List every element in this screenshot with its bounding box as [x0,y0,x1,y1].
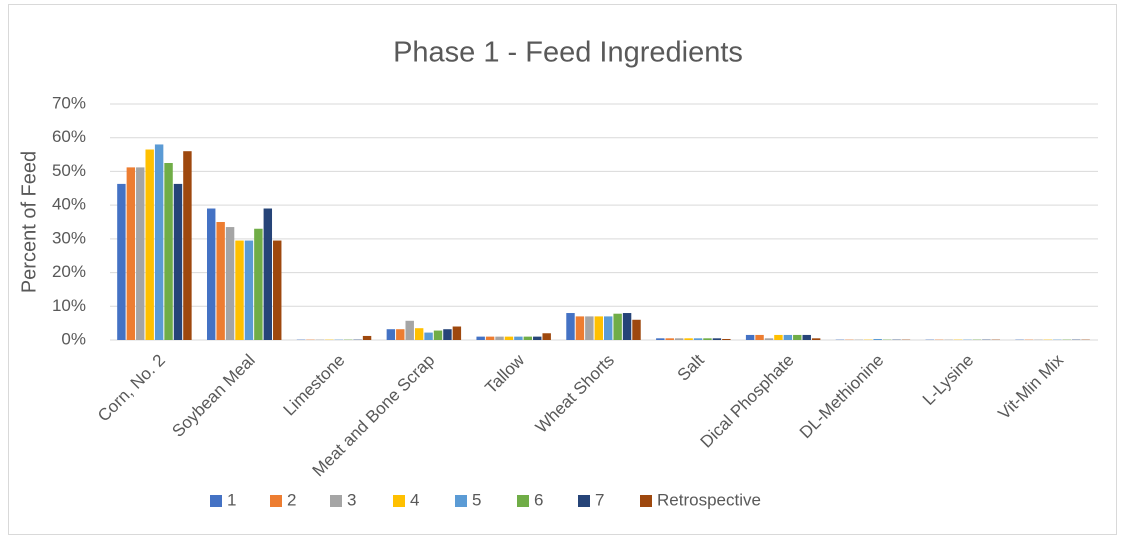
legend-label: 3 [347,490,356,509]
bar [802,334,811,340]
bar [126,167,136,340]
chart-border [8,4,1117,535]
bar [396,329,405,340]
legend-label: 1 [227,490,236,509]
bar [523,336,533,340]
legend-swatch [517,495,529,507]
y-tick-label: 10% [52,296,86,315]
bar [755,334,764,340]
bar [173,183,183,340]
bar [783,334,793,340]
bar [145,149,154,340]
legend-swatch [393,495,405,507]
y-tick-label: 20% [52,262,86,281]
legend-swatch [210,495,222,507]
bar [594,316,603,340]
legend-label: 5 [472,490,481,509]
bar [254,228,263,340]
bar [665,338,674,340]
legend-label: 2 [287,490,296,509]
chart-title: Phase 1 - Feed Ingredients [393,37,743,69]
bar [674,338,684,340]
bar [684,338,693,340]
y-axis-label: Percent of Feed [18,151,40,293]
bar [207,208,216,340]
bar [712,338,722,340]
bar [613,313,622,340]
bar [154,144,164,340]
bar [745,334,755,340]
bar [774,334,783,340]
bar [362,335,372,340]
legend-label: 4 [410,490,419,509]
legend-swatch [455,495,467,507]
bar [585,316,594,340]
bar [117,183,126,340]
bar [656,338,665,340]
bar [566,313,575,340]
bar [873,338,882,340]
bar [136,167,145,340]
bar [504,336,514,340]
y-tick-label: 70% [52,93,86,112]
bar [273,240,282,340]
bar [476,336,485,340]
bar [183,151,192,340]
bar [542,333,551,340]
y-tick-label: 30% [52,228,86,247]
bar [575,316,585,340]
bar [235,240,244,340]
bar [244,240,254,340]
legend-swatch [578,495,590,507]
bar [164,163,173,340]
bar [405,320,414,340]
legend-swatch [270,495,282,507]
legend-label: Retrospective [657,490,761,509]
bar [495,336,504,340]
bar [722,338,731,340]
y-tick-label: 50% [52,161,86,180]
bar [443,329,452,340]
bar [414,328,424,340]
bar [703,338,712,340]
bar [263,208,273,340]
bar [811,338,821,340]
bar [622,313,632,340]
bar [514,336,523,340]
y-tick-label: 60% [52,127,86,146]
bar [793,334,802,340]
bar [225,227,235,340]
bar [424,332,433,340]
bar [386,329,396,340]
legend-label: 6 [534,490,543,509]
legend-swatch [330,495,342,507]
y-tick-label: 40% [52,195,86,214]
bar [216,222,225,340]
legend-label: 7 [595,490,604,509]
y-tick-label: 0% [61,329,86,348]
bar [764,338,774,340]
bar [693,338,703,340]
legend-swatch [640,495,652,507]
bar [533,336,542,340]
bar [452,326,462,340]
bar [433,330,443,340]
bar [632,319,641,340]
bar [485,336,495,340]
bar [604,316,613,340]
